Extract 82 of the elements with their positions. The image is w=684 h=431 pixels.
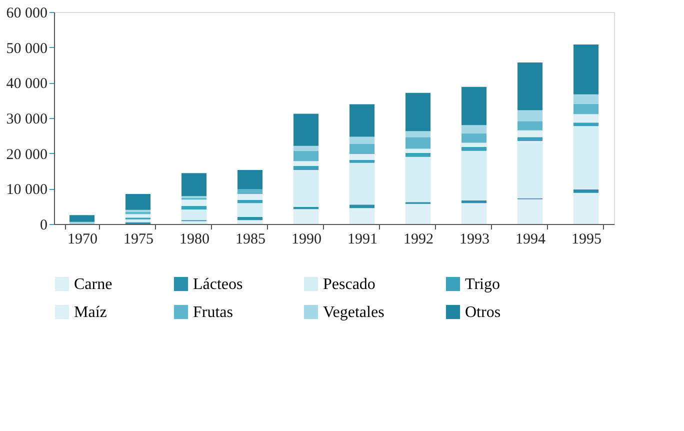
bar — [294, 150, 318, 162]
bar — [238, 203, 262, 217]
bar — [574, 94, 598, 104]
x-tick-label: 1990 — [292, 232, 322, 248]
bar — [238, 170, 262, 190]
x-tick-label: 1993 — [460, 232, 490, 248]
bar — [574, 192, 598, 224]
bar — [406, 137, 430, 149]
bar — [406, 131, 430, 138]
bar — [182, 210, 206, 220]
bar — [294, 170, 318, 208]
bar — [182, 206, 206, 210]
bar — [350, 160, 374, 163]
bar — [294, 146, 318, 151]
legend-label: Frutas — [193, 304, 233, 321]
bar — [406, 152, 430, 157]
bar — [518, 121, 542, 130]
bar — [574, 104, 598, 114]
bar — [518, 62, 542, 110]
legend-label: Trigo — [465, 276, 500, 293]
bar — [294, 114, 318, 146]
bar — [350, 136, 374, 144]
bar — [238, 200, 262, 204]
y-tick-label: 30 000 — [6, 112, 48, 128]
y-tick-label: 0 — [40, 218, 48, 234]
bar — [70, 215, 94, 222]
bar — [294, 166, 318, 170]
bar — [126, 194, 150, 210]
bar — [462, 150, 486, 200]
bar — [350, 204, 374, 208]
x-tick-label: 1992 — [404, 232, 434, 248]
bar — [294, 161, 318, 166]
x-tick-label: 1995 — [572, 232, 602, 248]
bar — [462, 125, 486, 134]
bar — [574, 189, 598, 193]
bar — [462, 134, 486, 143]
bar — [574, 126, 598, 190]
bar — [350, 104, 374, 137]
bar — [406, 92, 430, 132]
y-tick-label: 40 000 — [6, 76, 48, 92]
y-tick-label: 20 000 — [6, 146, 48, 163]
bar — [518, 130, 542, 138]
legend-label: Maíz — [74, 304, 107, 321]
bar — [406, 204, 430, 224]
bar — [238, 189, 262, 194]
bar — [126, 214, 150, 218]
bar — [462, 142, 486, 147]
bar — [406, 156, 430, 202]
bar — [182, 173, 206, 196]
legend-label: Carne — [74, 276, 112, 293]
bar — [462, 203, 486, 224]
x-tick-label: 1980 — [180, 232, 210, 248]
y-tick-label: 10 000 — [6, 182, 48, 198]
legend-label: Otros — [465, 304, 501, 321]
legend-label: Pescado — [323, 276, 376, 293]
bar — [574, 114, 598, 123]
y-tick-label: 60 000 — [6, 6, 48, 22]
x-tick-label: 1985 — [236, 232, 266, 248]
x-tick-label: 1991 — [348, 232, 378, 248]
bar — [350, 154, 374, 160]
bar — [350, 162, 374, 205]
x-tick-label: 1975 — [124, 232, 154, 248]
x-tick-label: 1994 — [516, 232, 546, 248]
bar — [126, 212, 150, 214]
bar — [350, 144, 374, 154]
x-tick-label: 1970 — [68, 232, 98, 248]
bar — [462, 86, 486, 126]
bar — [182, 200, 206, 206]
bar — [406, 148, 430, 153]
bar — [294, 209, 318, 224]
bar — [574, 44, 598, 94]
bar — [518, 137, 542, 141]
bar — [350, 208, 374, 224]
bar — [518, 110, 542, 122]
legend-label: Lácteos — [193, 276, 243, 293]
bar — [574, 122, 598, 126]
bar — [462, 146, 486, 151]
bar — [238, 220, 262, 224]
bar — [238, 194, 262, 200]
y-tick-label: 50 000 — [6, 40, 48, 57]
bar — [238, 216, 262, 220]
legend-label: Vegetales — [323, 304, 384, 321]
